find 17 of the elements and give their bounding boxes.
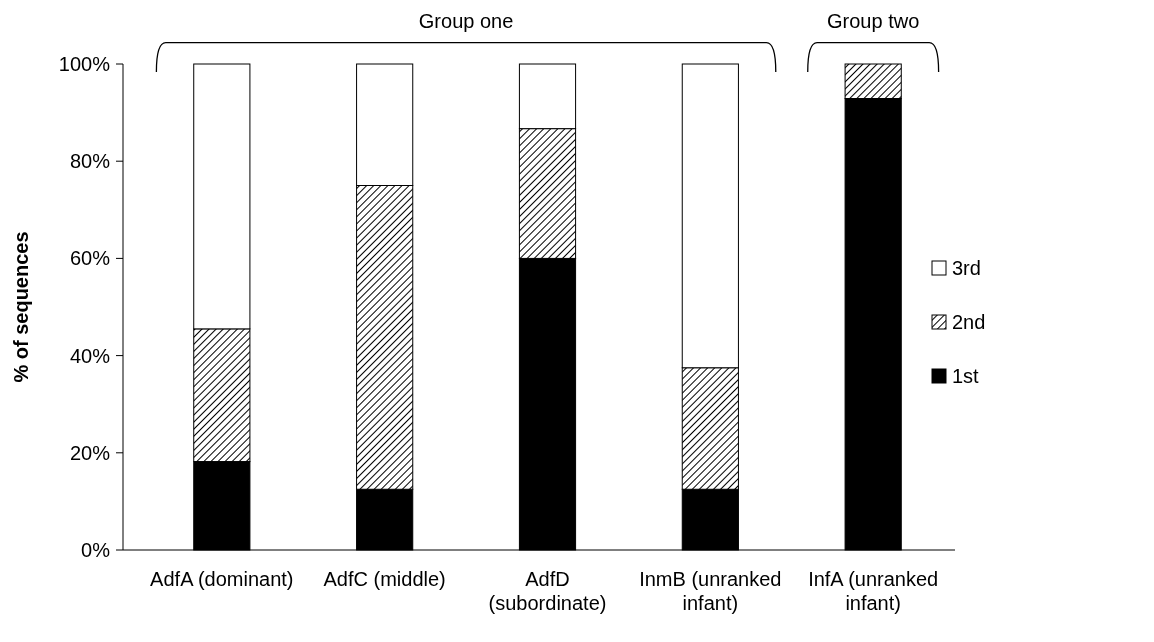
y-tick-label: 100%	[58, 53, 111, 75]
x-tick-label: InfA (unranked infant)	[808, 568, 939, 614]
legend-label: 3rd	[952, 257, 981, 279]
x-tick-label: AdfA (dominant)	[150, 568, 294, 590]
legend-label: 1st	[952, 365, 980, 387]
y-tick-label: 80%	[69, 150, 111, 173]
x-tick-label: InmB (unranked infant)	[639, 568, 782, 614]
x-tick-label: AdfD (subordinate)	[488, 568, 607, 614]
y-tick-label: 40%	[69, 344, 111, 367]
y-tick-label: 20%	[69, 441, 111, 464]
y-tick-label: 60%	[69, 247, 111, 270]
y-tick-label: 0%	[81, 539, 111, 561]
text: Group one	[418, 10, 514, 32]
x-tick-label: AdfC (middle)	[323, 568, 446, 590]
y-axis-title: % of sequences	[10, 231, 32, 383]
legend-label: 2nd	[952, 311, 986, 333]
text: Group two	[827, 10, 920, 32]
